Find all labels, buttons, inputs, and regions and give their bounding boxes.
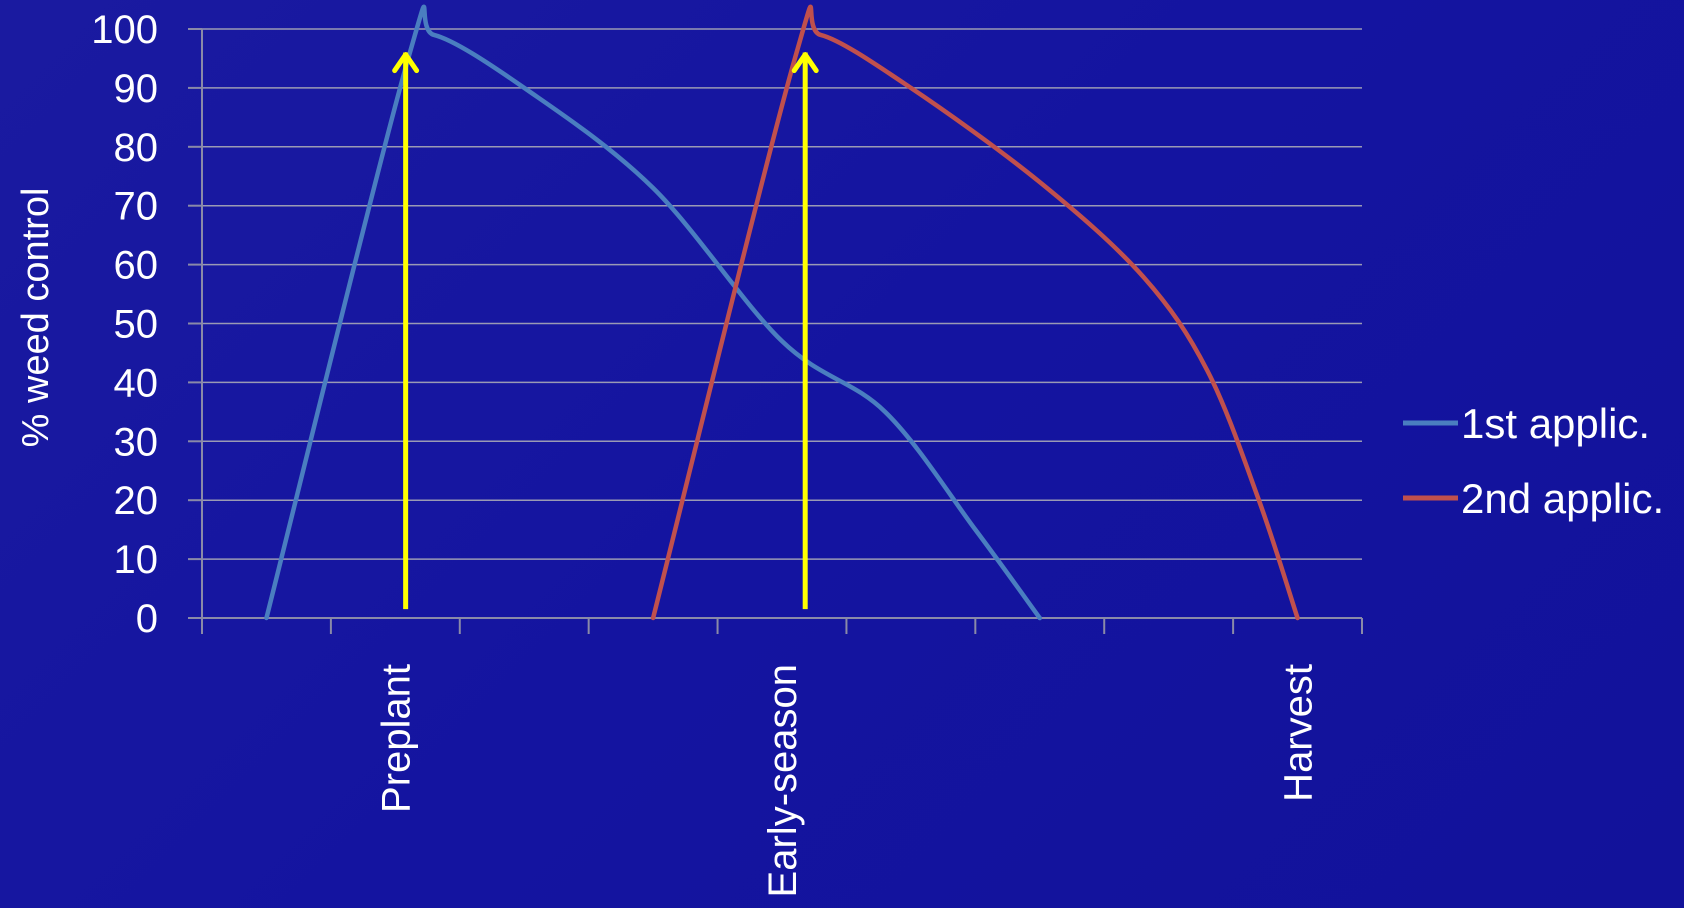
y-tick-label: 50 [114,303,159,347]
series-line-1 [264,4,1043,621]
y-axis-title: % weed control [15,188,57,448]
legend-item-1: 1st applic. [1403,400,1650,447]
y-tick-label: 20 [114,479,159,523]
x-category-label: Harvest [1277,664,1321,802]
axes [188,28,1363,634]
y-tick-label: 90 [114,67,159,111]
y-tick-label: 60 [114,244,159,288]
y-tick-label: 10 [114,538,159,582]
legend: 1st applic. 2nd applic. [1403,400,1664,522]
yellow-arrow-2 [791,52,819,610]
legend-item-2: 2nd applic. [1403,475,1664,522]
y-tick-label: 80 [114,126,159,170]
arrow-head [791,52,819,74]
y-tick-label: 40 [114,361,159,405]
legend-label: 1st applic. [1461,400,1650,447]
yellow-arrow-1 [392,52,420,610]
x-category-label: Early-season [761,664,805,897]
y-tick-label: 30 [114,420,159,464]
arrow-head [392,52,420,74]
x-category-labels: Preplant Early-season Harvest [374,664,1320,897]
x-category-label: Preplant [374,664,418,813]
annotation-arrows [392,52,819,610]
series-line-2 [650,4,1300,621]
legend-label: 2nd applic. [1461,475,1664,522]
series-lines [264,4,1300,621]
y-tick-labels: 0 10 20 30 40 50 60 70 80 90 100 [91,8,158,641]
y-tick-label: 100 [91,8,158,52]
y-tick-label: 70 [114,185,159,229]
gridlines [202,28,1362,560]
y-tick-label: 0 [136,597,158,641]
